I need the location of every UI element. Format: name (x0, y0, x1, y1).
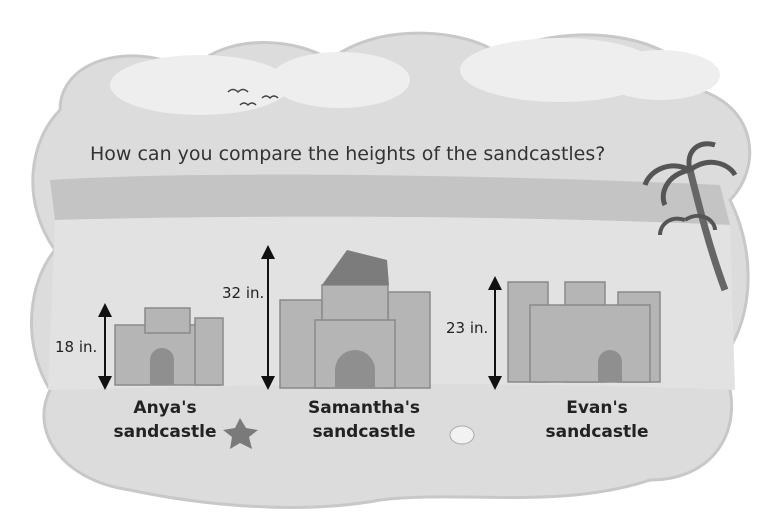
castle-name: Samantha's (308, 398, 420, 418)
illustration: How can you compare the heights of the s… (0, 0, 764, 521)
height-label: 23 in. (446, 319, 488, 337)
castle-name: sandcastle (545, 422, 648, 442)
height-label: 32 in. (222, 284, 264, 302)
height-label: 18 in. (55, 338, 97, 356)
castle (508, 282, 660, 382)
question: How can you compare the heights of the s… (90, 143, 605, 165)
castle-name: sandcastle (113, 422, 216, 442)
castle-name: Anya's (133, 398, 196, 418)
castle-name: sandcastle (312, 422, 415, 442)
castle-name: Evan's (566, 398, 628, 418)
shell (450, 426, 474, 444)
